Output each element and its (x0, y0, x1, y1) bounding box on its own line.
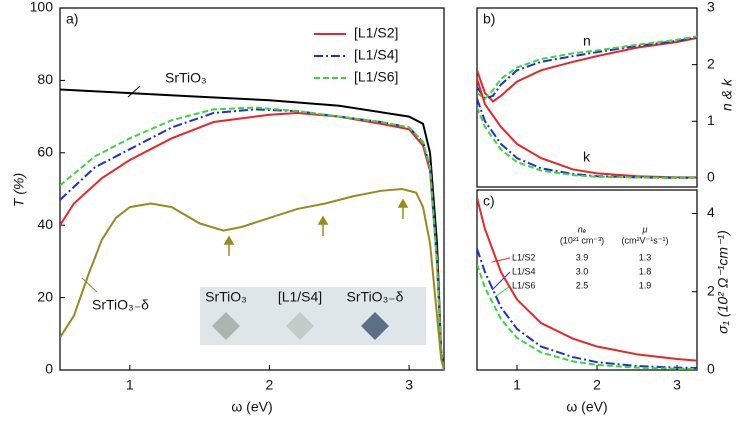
sample-icon (361, 312, 389, 340)
table-header: (cm²V⁻¹s⁻¹) (622, 235, 669, 245)
data-line (477, 106, 697, 179)
arrow-head (223, 235, 235, 245)
table-cell: 1.3 (639, 252, 652, 262)
inset-photo (200, 287, 426, 345)
table-cell: 3.0 (576, 266, 589, 276)
leader-line (494, 285, 511, 298)
leader-line (491, 257, 511, 263)
x-tick-label: 1 (126, 377, 134, 393)
x-axis-label: ω (eV) (566, 399, 607, 415)
y-tick-label: 60 (37, 144, 53, 160)
legend-label: [L1/S6] (354, 69, 398, 85)
table-cell: 1.8 (639, 266, 652, 276)
plot-frame (59, 7, 445, 371)
y-tick-label: 0 (707, 169, 715, 185)
x-tick-label: 2 (266, 377, 274, 393)
leader-line (81, 277, 98, 293)
table-cell: L1/S2 (512, 252, 536, 262)
y-tick-label: 3 (707, 0, 715, 15)
table-header: (10²¹ cm⁻³) (560, 235, 604, 245)
arrows (223, 198, 409, 256)
data-line (60, 187, 444, 370)
data-line (477, 36, 697, 100)
data-line (60, 111, 444, 370)
data-line (477, 197, 697, 362)
annotation: k (583, 149, 591, 165)
x-tick-label: 2 (593, 377, 601, 393)
data-line (477, 98, 697, 179)
y-tick-label: 40 (37, 216, 53, 232)
data-line (477, 37, 697, 103)
inset-label: SrTiO₃₋δ (347, 289, 404, 305)
arrow-head (397, 198, 409, 208)
table-header: nₑ (578, 224, 587, 234)
annotation: SrTiO₃₋δ (92, 297, 149, 313)
panel-label: c) (483, 193, 495, 209)
legend-label: [L1/S4] (354, 47, 398, 63)
y-tick-label: 1 (707, 112, 715, 128)
panel-label: a) (66, 11, 78, 27)
y-tick-label: 20 (37, 288, 53, 304)
data-line (477, 35, 697, 100)
sample-icon (212, 312, 240, 340)
y-axis-label: n & k (719, 78, 735, 111)
annotation: n (583, 33, 591, 49)
plot-frame (476, 7, 698, 188)
y-axis-label: σ₁ (10² Ω⁻¹cm⁻¹) (715, 230, 731, 334)
y-tick-label: 2 (707, 55, 715, 71)
data-line (477, 264, 697, 370)
table-cell: 3.9 (576, 252, 589, 262)
plot-frame (476, 189, 698, 371)
leader-line (127, 85, 141, 98)
leader-line (491, 271, 511, 291)
data-line (60, 106, 444, 370)
data-line (477, 248, 697, 370)
y-axis-label: T (%) (11, 173, 27, 207)
y-tick-label: 80 (37, 71, 53, 87)
x-tick-label: 3 (673, 377, 681, 393)
annotation: SrTiO₃ (165, 70, 207, 86)
inset-label: SrTiO₃ (205, 289, 247, 305)
table-cell: L1/S6 (512, 280, 536, 290)
y-tick-label: 4 (707, 204, 715, 220)
x-tick-label: 3 (405, 377, 413, 393)
inset-label: [L1/S4] (278, 289, 322, 305)
table-cell: 1.9 (639, 280, 652, 290)
table-header: μ (642, 224, 648, 234)
y-tick-label: 2 (707, 282, 715, 298)
x-tick-label: 1 (513, 377, 521, 393)
arrow-head (317, 215, 329, 225)
y-tick-label: 0 (707, 361, 715, 377)
legend-label: [L1/S2] (354, 25, 398, 41)
y-tick-label: 0 (45, 361, 53, 377)
panel-label: b) (483, 11, 495, 27)
x-axis-label: ω (eV) (231, 399, 272, 415)
table-cell: 2.5 (576, 280, 589, 290)
table-cell: L1/S4 (512, 266, 536, 276)
sample-icon (286, 312, 314, 340)
y-tick-label: 100 (30, 0, 54, 15)
